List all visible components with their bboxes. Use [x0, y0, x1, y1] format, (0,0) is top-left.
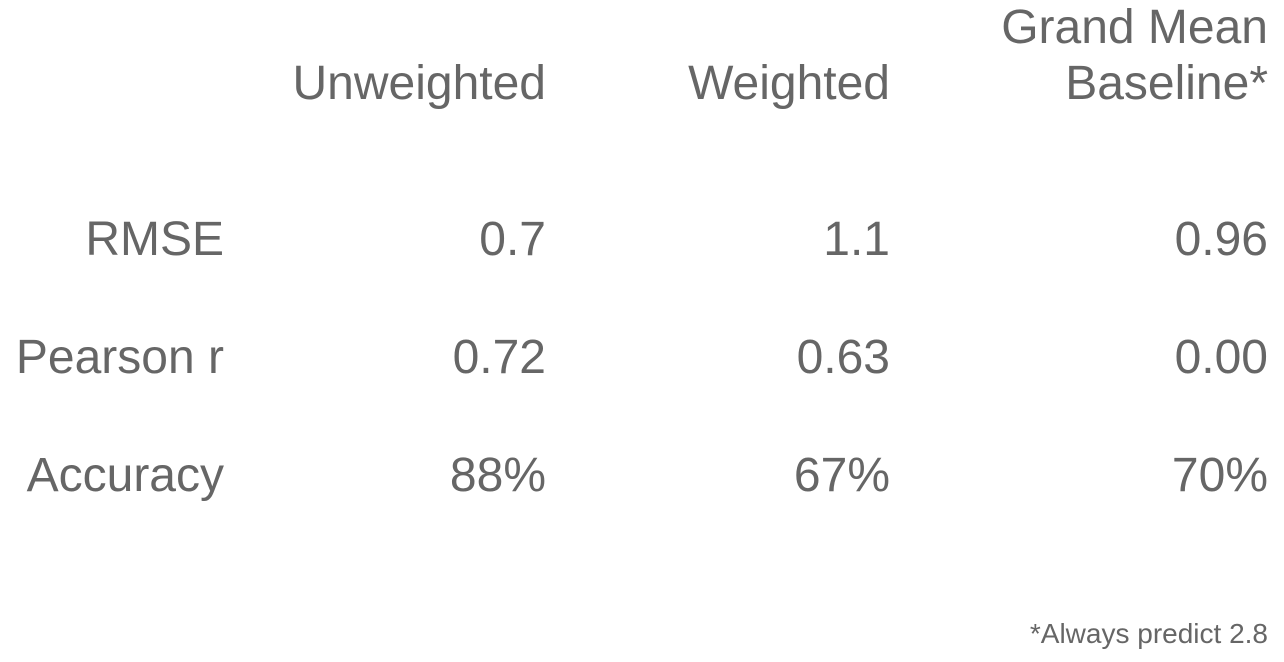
header-line-grand-mean: Grand Mean — [1001, 1, 1268, 54]
cell-rmse-unweighted: 0.7 — [479, 213, 546, 266]
cell-accuracy-grand-mean: 70% — [1171, 449, 1268, 502]
cell-pearson-unweighted: 0.72 — [452, 331, 546, 384]
row-label-accuracy: Accuracy — [26, 449, 224, 502]
footnote: *Always predict 2.8 — [1029, 618, 1268, 649]
cell-accuracy-weighted: 67% — [793, 449, 890, 502]
cell-rmse-grand-mean: 0.96 — [1174, 213, 1268, 266]
column-header-weighted: Weighted — [688, 57, 890, 110]
cell-pearson-grand-mean: 0.00 — [1174, 331, 1268, 384]
row-label-pearson-r: Pearson r — [15, 331, 224, 384]
cell-rmse-weighted: 1.1 — [823, 213, 890, 266]
cell-pearson-weighted: 0.63 — [796, 331, 890, 384]
cell-accuracy-unweighted: 88% — [449, 449, 546, 502]
column-header-unweighted: Unweighted — [292, 57, 547, 110]
row-label-rmse: RMSE — [85, 213, 224, 266]
column-header-grand-mean-baseline: Grand Mean Baseline* — [1001, 4, 1268, 108]
header-line-baseline: Baseline* — [1065, 57, 1268, 110]
